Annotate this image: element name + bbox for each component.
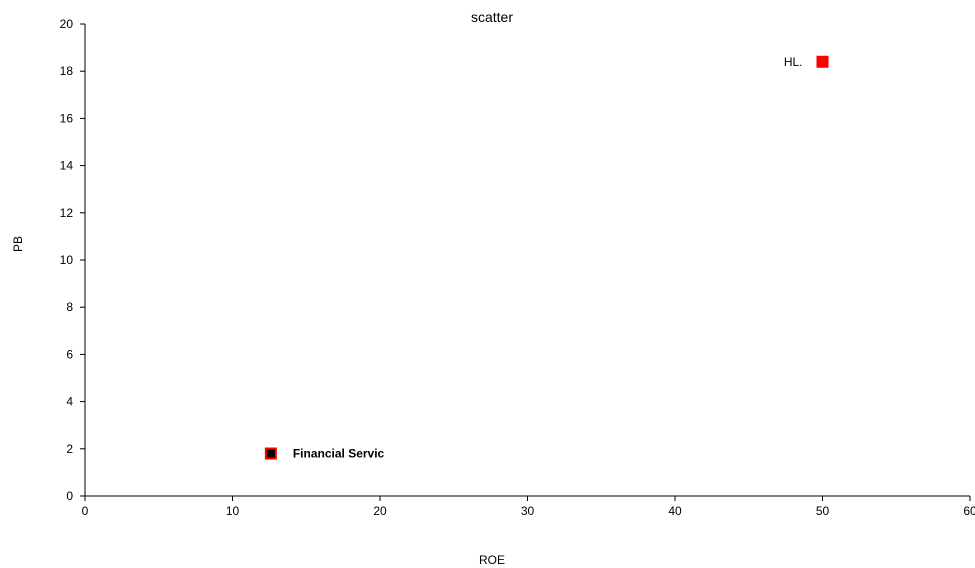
x-tick-label: 60 <box>963 504 975 518</box>
data-points: HL. Financial Servic <box>264 55 829 461</box>
scatter-point <box>264 447 277 460</box>
y-tick-label: 12 <box>60 206 74 220</box>
y-tick-label: 8 <box>66 300 73 314</box>
x-ticks: 0 10 20 30 40 50 60 <box>82 496 975 518</box>
y-tick-label: 6 <box>66 347 73 361</box>
axes <box>84 24 970 497</box>
x-axis-title: ROE <box>479 553 505 567</box>
x-tick-label: 30 <box>521 504 535 518</box>
point-label: Financial Servic <box>293 447 385 461</box>
y-axis-title: PB <box>11 236 25 252</box>
x-tick-label: 40 <box>668 504 682 518</box>
y-tick-label: 18 <box>60 64 74 78</box>
y-tick-label: 16 <box>60 111 74 125</box>
chart-title: scatter <box>471 9 513 25</box>
y-tick-label: 10 <box>60 253 74 267</box>
y-tick-label: 4 <box>66 395 73 409</box>
y-tick-label: 2 <box>66 442 73 456</box>
x-tick-label: 10 <box>226 504 240 518</box>
point-label: HL. <box>784 55 803 69</box>
x-tick-label: 50 <box>816 504 830 518</box>
y-ticks: 0 2 4 6 8 10 12 14 16 18 20 <box>60 17 85 503</box>
scatter-point <box>816 55 829 68</box>
y-tick-label: 0 <box>66 489 73 503</box>
y-tick-label: 20 <box>60 17 74 31</box>
x-tick-label: 20 <box>373 504 387 518</box>
x-tick-label: 0 <box>82 504 89 518</box>
y-tick-label: 14 <box>60 159 74 173</box>
